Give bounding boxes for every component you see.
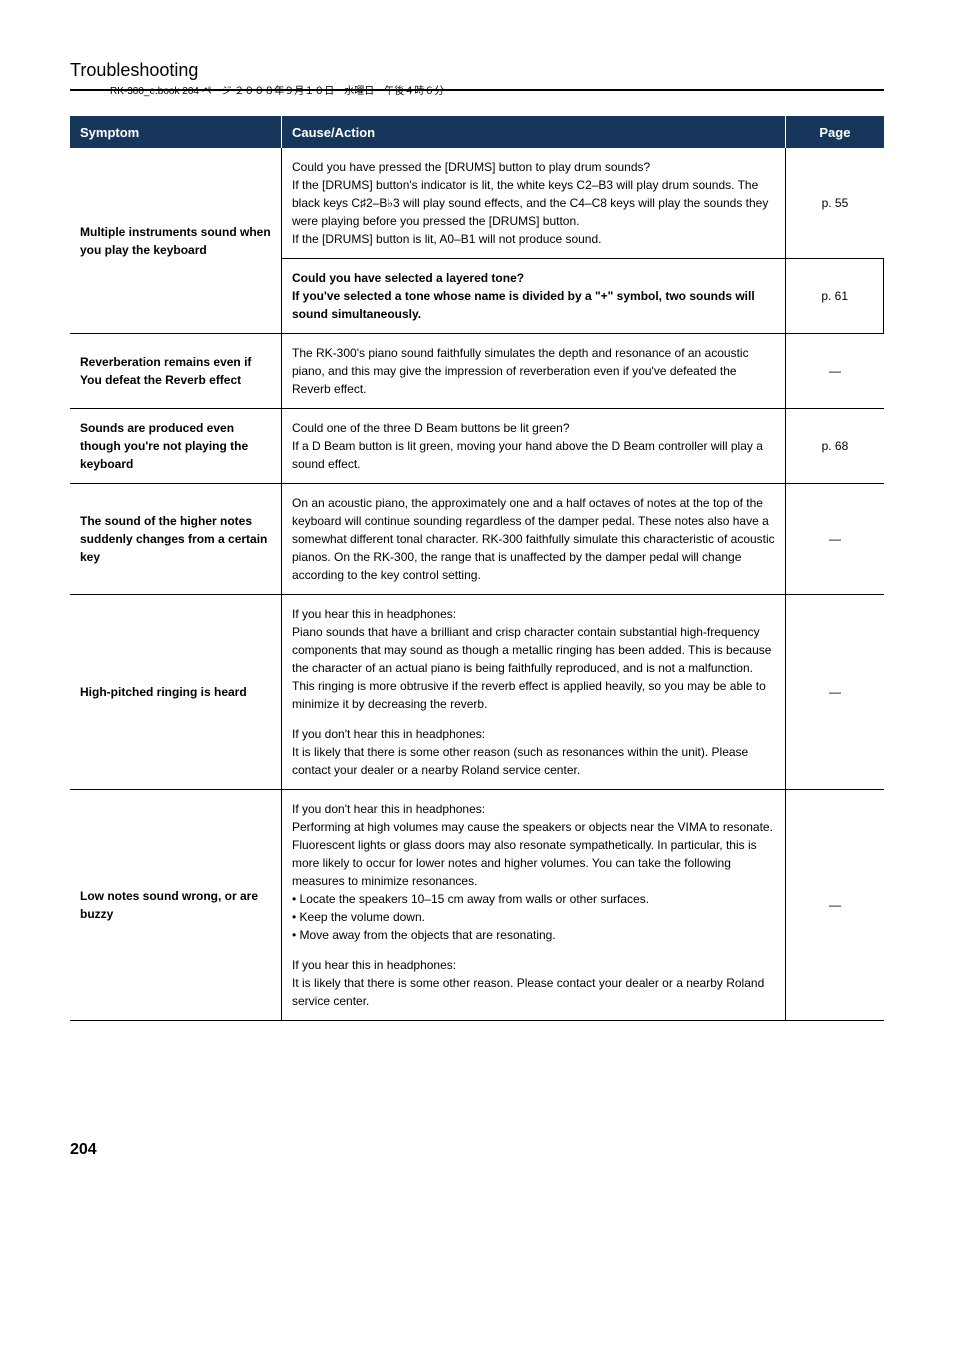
table-row: Low notes sound wrong, or are buzzy If y… bbox=[70, 790, 884, 1021]
symptom-cell: Reverberation remains even if You defeat… bbox=[70, 334, 282, 409]
symptom-cell: Sounds are produced even though you're n… bbox=[70, 409, 282, 484]
page-number: 204 bbox=[70, 1141, 884, 1159]
cause-cell: Could one of the three D Beam buttons be… bbox=[282, 409, 786, 484]
header-symptom: Symptom bbox=[70, 117, 282, 149]
page-cell: — bbox=[786, 595, 884, 790]
symptom-cell: Low notes sound wrong, or are buzzy bbox=[70, 790, 282, 1021]
cause-text-outro: If you hear this in headphones: It is li… bbox=[292, 956, 775, 1010]
cause-text-part: If you don't hear this in headphones: It… bbox=[292, 725, 775, 779]
page-cell: — bbox=[786, 334, 884, 409]
cause-bullet: Keep the volume down. bbox=[292, 908, 775, 926]
page-cell: — bbox=[786, 790, 884, 1021]
page-cell: p. 61 bbox=[786, 259, 884, 334]
cause-cell: On an acoustic piano, the approximately … bbox=[282, 484, 786, 595]
table-row: Multiple instruments sound when you play… bbox=[70, 148, 884, 259]
table-row: The sound of the higher notes suddenly c… bbox=[70, 484, 884, 595]
table-row: Reverberation remains even if You defeat… bbox=[70, 334, 884, 409]
page-cell: p. 68 bbox=[786, 409, 884, 484]
cause-cell: If you don't hear this in headphones: Pe… bbox=[282, 790, 786, 1021]
cause-bullet: Move away from the objects that are reso… bbox=[292, 926, 775, 944]
symptom-cell: Multiple instruments sound when you play… bbox=[70, 148, 282, 334]
header-cause: Cause/Action bbox=[282, 117, 786, 149]
symptom-cell: The sound of the higher notes suddenly c… bbox=[70, 484, 282, 595]
table-row: High-pitched ringing is heard If you hea… bbox=[70, 595, 884, 790]
symptom-cell: High-pitched ringing is heard bbox=[70, 595, 282, 790]
cause-cell: Could you have pressed the [DRUMS] butto… bbox=[282, 148, 786, 259]
cause-cell: If you hear this in headphones: Piano so… bbox=[282, 595, 786, 790]
page-cell: p. 55 bbox=[786, 148, 884, 259]
cause-cell: Could you have selected a layered tone? … bbox=[282, 259, 786, 334]
table-row: Sounds are produced even though you're n… bbox=[70, 409, 884, 484]
cause-text-intro: If you don't hear this in headphones: Pe… bbox=[292, 800, 775, 890]
cause-cell: The RK-300's piano sound faithfully simu… bbox=[282, 334, 786, 409]
table-header-row: Symptom Cause/Action Page bbox=[70, 117, 884, 149]
cause-bullet: Locate the speakers 10–15 cm away from w… bbox=[292, 890, 775, 908]
page-cell: — bbox=[786, 484, 884, 595]
print-info: RK-300_e.book 204 ページ ２００８年９月１０日 水曜日 午後４… bbox=[110, 82, 444, 97]
cause-text-part: If you hear this in headphones: Piano so… bbox=[292, 605, 775, 713]
cause-bullet-list: Locate the speakers 10–15 cm away from w… bbox=[292, 890, 775, 944]
troubleshooting-table: Symptom Cause/Action Page Multiple instr… bbox=[70, 116, 884, 1021]
header-page: Page bbox=[786, 117, 884, 149]
